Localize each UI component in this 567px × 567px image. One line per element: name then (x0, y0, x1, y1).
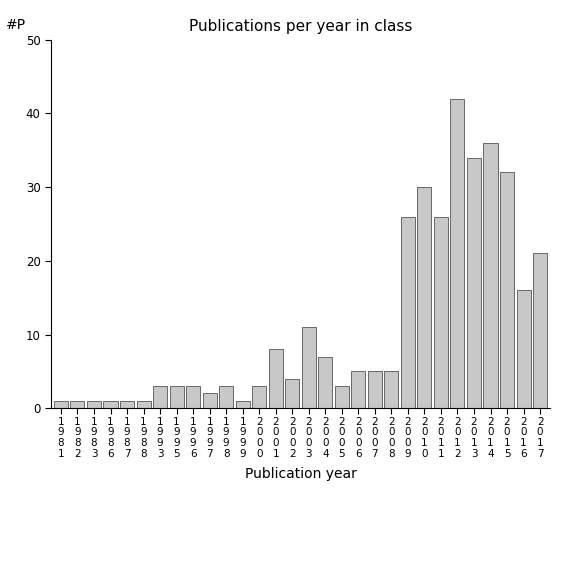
Bar (219, 386, 233, 408)
Bar (120, 401, 134, 408)
Bar (401, 217, 415, 408)
Bar (302, 327, 316, 408)
Bar (170, 386, 184, 408)
Bar (352, 371, 365, 408)
Bar (236, 401, 249, 408)
Bar (153, 386, 167, 408)
Bar (517, 290, 531, 408)
Bar (70, 401, 84, 408)
Bar (335, 386, 349, 408)
Bar (450, 99, 464, 408)
Bar (285, 379, 299, 408)
Bar (368, 371, 382, 408)
Bar (533, 253, 547, 408)
Bar (202, 393, 217, 408)
Bar (54, 401, 68, 408)
Bar (434, 217, 448, 408)
Bar (104, 401, 117, 408)
Bar (87, 401, 101, 408)
Bar (318, 357, 332, 408)
Bar (137, 401, 151, 408)
Bar (384, 371, 399, 408)
Bar (417, 187, 431, 408)
Bar (467, 158, 481, 408)
Title: Publications per year in class: Publications per year in class (189, 19, 412, 35)
X-axis label: Publication year: Publication year (244, 467, 357, 481)
Bar (484, 143, 497, 408)
Bar (186, 386, 200, 408)
Y-axis label: #P: #P (6, 18, 26, 32)
Bar (252, 386, 266, 408)
Bar (269, 349, 283, 408)
Bar (500, 172, 514, 408)
